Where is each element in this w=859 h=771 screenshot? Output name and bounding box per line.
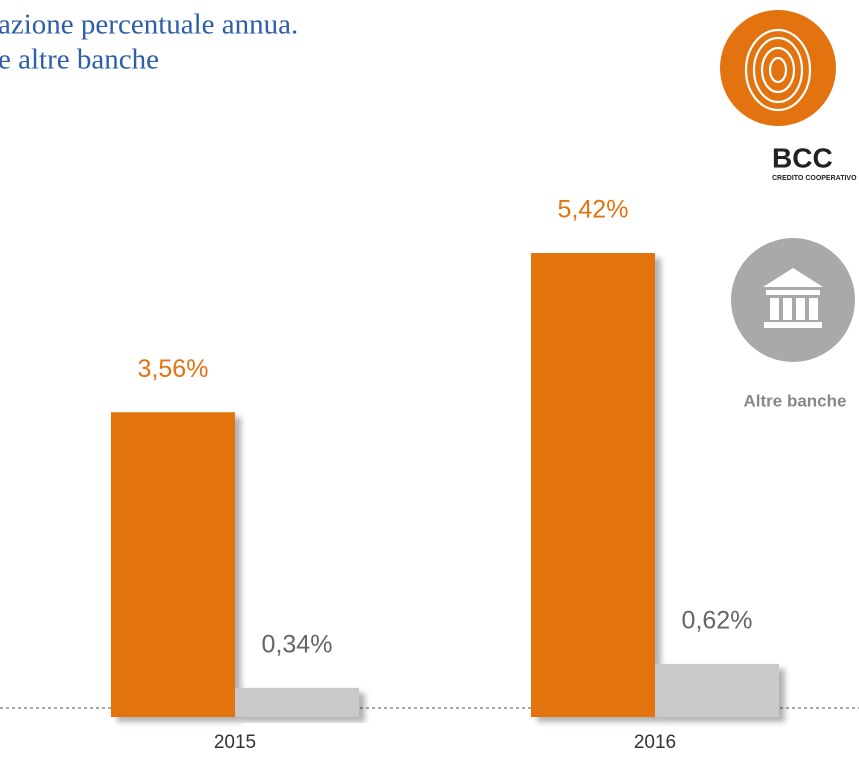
bank-logo: [731, 238, 855, 362]
bar: [235, 687, 359, 717]
bar: [655, 663, 779, 717]
bar: [111, 412, 235, 717]
bar: [531, 253, 655, 717]
fingerprint-icon: [744, 28, 812, 112]
value-label: 0,62%: [682, 607, 753, 635]
x-tick-label: 2016: [634, 732, 676, 753]
legend-caption: CREDITO COOPERATIVO: [772, 175, 857, 182]
value-label: 0,34%: [262, 631, 333, 659]
legend-label: Altre banche: [744, 391, 847, 410]
value-label: 3,56%: [138, 355, 209, 383]
bank-icon: [763, 268, 823, 328]
legend-label: BCC: [772, 142, 833, 173]
legend: BCC CREDITO COOPERATIVO Altre banche: [720, 10, 857, 410]
chart-title: e altre banche: [0, 44, 159, 76]
value-label: 5,42%: [558, 196, 629, 224]
x-tick-label: 2015: [214, 732, 256, 753]
bcc-logo: [720, 10, 836, 126]
chart-title: azione percentuale annua.: [0, 9, 298, 41]
